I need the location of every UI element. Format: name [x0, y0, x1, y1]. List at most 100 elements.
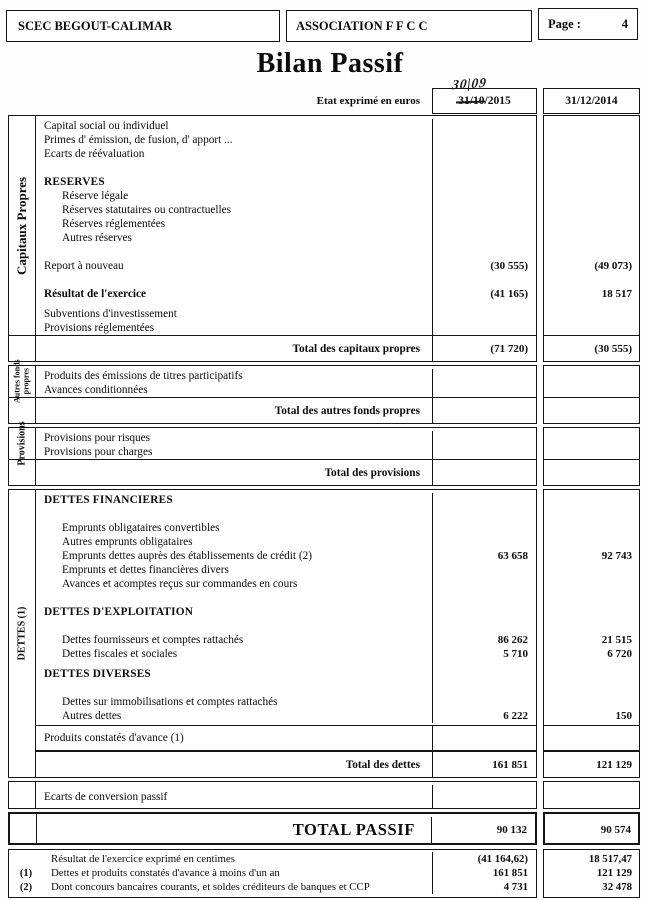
value-cell-col2	[544, 369, 639, 383]
footnotes-col2-box: 18 517,47 121 129 32 478	[543, 849, 640, 898]
table-row: Capital social ou individuel	[36, 119, 536, 133]
value-cell-col2	[544, 273, 639, 287]
table-row: Dettes fiscales et sociales 5 710	[36, 647, 536, 661]
section-provisions: Provisions Provisions pour risques Provisi…	[8, 421, 640, 486]
row-label: Primes d' émission, de fusion, d' apport…	[44, 134, 233, 146]
value-cell-col2	[544, 245, 639, 259]
section-side-strip: Capitaux Propres	[9, 116, 36, 361]
section-side-label-area	[9, 782, 35, 808]
value-cell-col2	[544, 619, 639, 633]
value-cell-col2	[544, 493, 639, 507]
value-cell-col1	[432, 175, 536, 189]
table-row: Avances et acomptes reçus sur commandes …	[36, 577, 536, 591]
value-cell-col1	[432, 217, 536, 231]
blank-line	[36, 161, 536, 175]
value-cell-col1	[432, 133, 536, 147]
company-name: SCEC BEGOUT-CALIMAR	[18, 18, 173, 33]
value-cell-col2	[544, 591, 639, 605]
value-cell-col2	[544, 445, 639, 459]
section-col2-box	[543, 427, 640, 486]
section-col2-lines: (49 073) 18 517	[544, 116, 639, 335]
footnote-value-col1: 4 731	[432, 880, 536, 894]
footnote-value-col2: 121 129	[596, 867, 632, 879]
footnote-value-col2: 18 517,47	[588, 853, 632, 865]
row-label	[36, 161, 432, 175]
section-side-label: Autres fonds propres	[12, 359, 32, 404]
value-cell-col1	[432, 667, 536, 681]
blank-line	[36, 245, 536, 259]
value-cell-col2	[544, 695, 639, 709]
total-label: Total des capitaux propres	[292, 342, 420, 355]
value-cell-col1	[432, 273, 536, 287]
company-name-box: SCEC BEGOUT-CALIMAR	[6, 10, 280, 42]
footnote-row: (2) Dont concours bancaires courants, et …	[9, 880, 536, 894]
section-total-passif: TOTAL PASSIF 90 132 90 574	[8, 812, 640, 845]
value-cell-col1	[432, 301, 536, 307]
value-cell-col2	[544, 785, 639, 808]
table-row: Avances conditionnées	[36, 383, 536, 397]
value-cell-col2: 92 743	[601, 550, 632, 562]
table-row: Autres dettes 6 222	[36, 709, 536, 723]
value-cell-col1	[432, 577, 536, 591]
blank-line	[36, 273, 536, 287]
table-row: Autres emprunts obligataires	[36, 535, 536, 549]
blank-line	[36, 681, 536, 695]
blank-line	[36, 619, 536, 633]
value-cell-col2	[544, 535, 639, 549]
row-label: RESERVES	[44, 176, 105, 188]
association-name-box: ASSOCIATION F F C C	[286, 10, 532, 42]
value-cell-col1	[432, 231, 536, 245]
value-cell-col1	[432, 189, 536, 203]
section-main-total-passif: TOTAL PASSIF 90 132	[8, 812, 537, 845]
section-body: DETTES FINANCIERES Emprunts obligataires …	[36, 490, 536, 777]
table-row: RESERVES	[36, 175, 536, 189]
value-cell-col2	[544, 133, 639, 147]
section-col2-box: (49 073) 18 517 (30 555)	[543, 115, 640, 362]
value-cell-col2: 6 720	[607, 648, 632, 660]
total-row: Total des capitaux propres (71 720)	[36, 335, 536, 361]
row-label: Subventions d'investissement	[44, 308, 177, 320]
table-row: DETTES FINANCIERES	[36, 493, 536, 507]
section-side-strip: DETTES (1)	[9, 490, 36, 777]
value-cell-col1: (30 555)	[432, 259, 536, 273]
value-cell-col1	[432, 726, 536, 750]
section-col2-box: 92 743 21 515 6 720 150 121 129	[543, 489, 640, 778]
table-row: Provisions pour charges	[36, 445, 536, 459]
currency-note: Etat exprimé en euros	[316, 95, 420, 107]
total-value-col2: (30 555)	[544, 335, 639, 361]
section-side-label-area	[10, 814, 36, 843]
table-row: Produits des émissions de titres partici…	[36, 369, 536, 383]
row-label	[36, 507, 432, 521]
section-main-ecarts-conversion: Ecarts de conversion passif	[8, 781, 537, 809]
section-body: Produits des émissions de titres partici…	[36, 366, 536, 423]
table-row: Réserve légale	[36, 189, 536, 203]
row-label: Emprunts et dettes financières divers	[62, 564, 229, 576]
value-cell-col2	[544, 681, 639, 695]
table-row: Dettes sur immobilisations et comptes ra…	[36, 695, 536, 709]
value-cell-col1	[432, 369, 536, 383]
section-body: TOTAL PASSIF 90 132	[37, 814, 535, 843]
footnote-value-col1: 161 851	[432, 866, 536, 880]
date-rest: /2015	[484, 95, 511, 107]
value-cell-col1	[432, 119, 536, 133]
association-name: ASSOCIATION F F C C	[296, 18, 428, 33]
blank-line	[36, 507, 536, 521]
struck-date-part: 31/10	[458, 95, 485, 107]
balance-sheet-table: Capitaux Propres Capital social ou indivi…	[8, 115, 640, 898]
total-value-col1	[432, 398, 536, 423]
section-side-foot	[9, 335, 35, 361]
total-row: TOTAL PASSIF 90 132	[37, 817, 535, 843]
section-side-label: Capitaux Propres	[14, 176, 30, 275]
section-body: Ecarts de conversion passif	[36, 782, 536, 808]
value-cell-col1	[432, 695, 536, 709]
value-cell-col1	[432, 245, 536, 259]
footnote-label: Résultat de l'exercice exprimé en centim…	[51, 853, 235, 865]
value-cell-col1	[432, 445, 536, 459]
section-side-label-area: Autres fonds propres	[9, 360, 35, 404]
total-label: Total des autres fonds propres	[274, 404, 420, 417]
total-row: Total des autres fonds propres	[36, 397, 536, 423]
table-row: DETTES DIVERSES	[36, 667, 536, 681]
row-label	[36, 619, 432, 633]
value-cell-col1	[432, 383, 536, 397]
total-row: Total des provisions	[36, 459, 536, 485]
